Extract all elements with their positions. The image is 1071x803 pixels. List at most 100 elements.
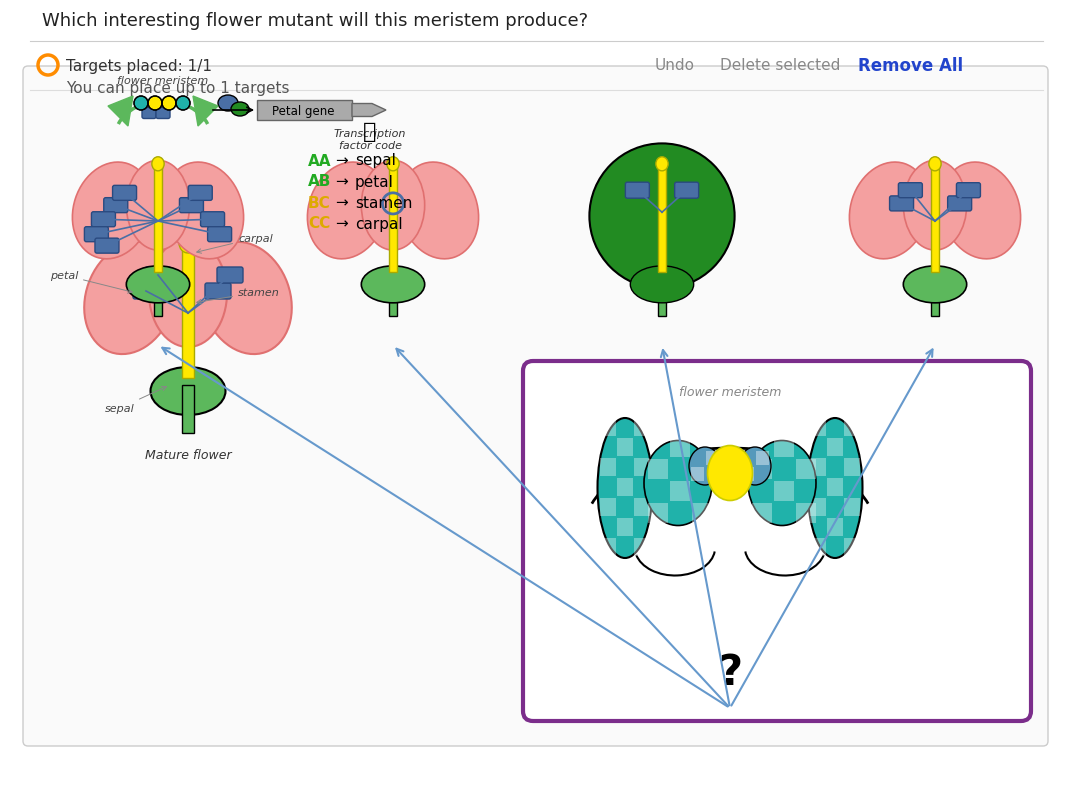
Text: sepal: sepal xyxy=(105,387,166,414)
FancyBboxPatch shape xyxy=(91,213,116,227)
Text: flower meristem: flower meristem xyxy=(118,76,209,86)
FancyBboxPatch shape xyxy=(85,227,108,243)
Bar xyxy=(634,459,650,476)
Ellipse shape xyxy=(849,163,929,259)
Bar xyxy=(634,499,650,516)
Bar xyxy=(844,499,860,516)
Bar xyxy=(810,538,826,556)
Ellipse shape xyxy=(631,267,694,304)
Ellipse shape xyxy=(151,368,226,415)
Text: Which interesting flower mutant will this meristem produce?: Which interesting flower mutant will thi… xyxy=(42,12,588,30)
Bar xyxy=(752,503,772,524)
Text: sepal: sepal xyxy=(355,153,396,169)
Text: →: → xyxy=(335,174,348,190)
Ellipse shape xyxy=(903,161,967,251)
Bar xyxy=(670,438,690,458)
Bar xyxy=(617,519,633,536)
Bar xyxy=(617,438,633,456)
Ellipse shape xyxy=(183,238,193,249)
Text: petal: petal xyxy=(49,271,132,294)
Ellipse shape xyxy=(126,267,190,304)
Text: flower meristem: flower meristem xyxy=(679,385,781,398)
Text: You can place up to 1 targets: You can place up to 1 targets xyxy=(66,80,289,96)
Text: Remove All: Remove All xyxy=(858,57,963,75)
Text: CC: CC xyxy=(308,216,330,231)
Ellipse shape xyxy=(85,243,176,355)
Bar xyxy=(774,482,794,501)
Text: Undo: Undo xyxy=(655,59,695,73)
Bar xyxy=(827,519,843,536)
FancyBboxPatch shape xyxy=(188,186,212,201)
Ellipse shape xyxy=(179,234,197,254)
Bar xyxy=(752,459,772,479)
Bar xyxy=(827,479,843,496)
FancyBboxPatch shape xyxy=(22,67,1049,746)
Ellipse shape xyxy=(644,441,712,526)
Text: Delete selected: Delete selected xyxy=(720,59,841,73)
Ellipse shape xyxy=(176,97,190,111)
Text: Transcription
factor code: Transcription factor code xyxy=(334,128,406,150)
FancyBboxPatch shape xyxy=(523,361,1031,721)
Bar xyxy=(810,459,826,476)
Bar xyxy=(706,451,719,466)
Ellipse shape xyxy=(200,243,291,355)
Bar xyxy=(692,459,712,479)
Text: BC: BC xyxy=(308,195,331,210)
Bar xyxy=(153,167,163,273)
Ellipse shape xyxy=(126,161,190,251)
Ellipse shape xyxy=(748,441,816,526)
Ellipse shape xyxy=(929,157,941,172)
Text: petal: petal xyxy=(355,174,394,190)
FancyBboxPatch shape xyxy=(156,108,170,120)
Bar xyxy=(658,279,666,316)
Bar xyxy=(182,249,194,378)
Bar xyxy=(810,499,826,516)
Bar xyxy=(844,418,860,437)
Bar xyxy=(796,459,816,479)
Bar xyxy=(796,503,816,524)
Bar xyxy=(844,538,860,556)
Bar xyxy=(844,459,860,476)
Bar xyxy=(600,538,616,556)
Bar xyxy=(600,418,616,437)
Bar xyxy=(389,167,397,273)
FancyBboxPatch shape xyxy=(217,267,243,283)
Bar xyxy=(648,459,668,479)
Text: Mature flower: Mature flower xyxy=(145,448,231,462)
Text: →: → xyxy=(335,216,348,231)
FancyArrow shape xyxy=(352,104,386,117)
Ellipse shape xyxy=(148,97,162,111)
Bar xyxy=(810,418,826,437)
FancyBboxPatch shape xyxy=(205,283,231,300)
Ellipse shape xyxy=(398,163,479,259)
Ellipse shape xyxy=(152,157,164,172)
Bar xyxy=(257,101,352,120)
Bar xyxy=(617,479,633,496)
Ellipse shape xyxy=(218,96,238,112)
Ellipse shape xyxy=(387,157,399,172)
Ellipse shape xyxy=(655,157,668,172)
Bar xyxy=(756,451,769,466)
Bar xyxy=(827,438,843,456)
Bar xyxy=(658,167,666,273)
Text: →: → xyxy=(335,195,348,210)
Ellipse shape xyxy=(598,418,652,558)
Bar xyxy=(931,279,939,316)
Bar xyxy=(774,438,794,458)
Ellipse shape xyxy=(134,97,148,111)
Text: carpal: carpal xyxy=(355,216,403,231)
Bar xyxy=(182,385,194,434)
Text: ⏞: ⏞ xyxy=(363,122,377,142)
Text: stamen: stamen xyxy=(197,287,280,304)
FancyBboxPatch shape xyxy=(95,238,119,254)
FancyBboxPatch shape xyxy=(133,283,159,300)
FancyBboxPatch shape xyxy=(948,197,971,212)
Polygon shape xyxy=(108,97,133,127)
Bar xyxy=(600,499,616,516)
Bar xyxy=(634,538,650,556)
Ellipse shape xyxy=(307,163,387,259)
FancyBboxPatch shape xyxy=(180,198,203,214)
Bar xyxy=(153,279,163,316)
Text: stamen: stamen xyxy=(355,195,412,210)
Bar xyxy=(931,167,939,273)
